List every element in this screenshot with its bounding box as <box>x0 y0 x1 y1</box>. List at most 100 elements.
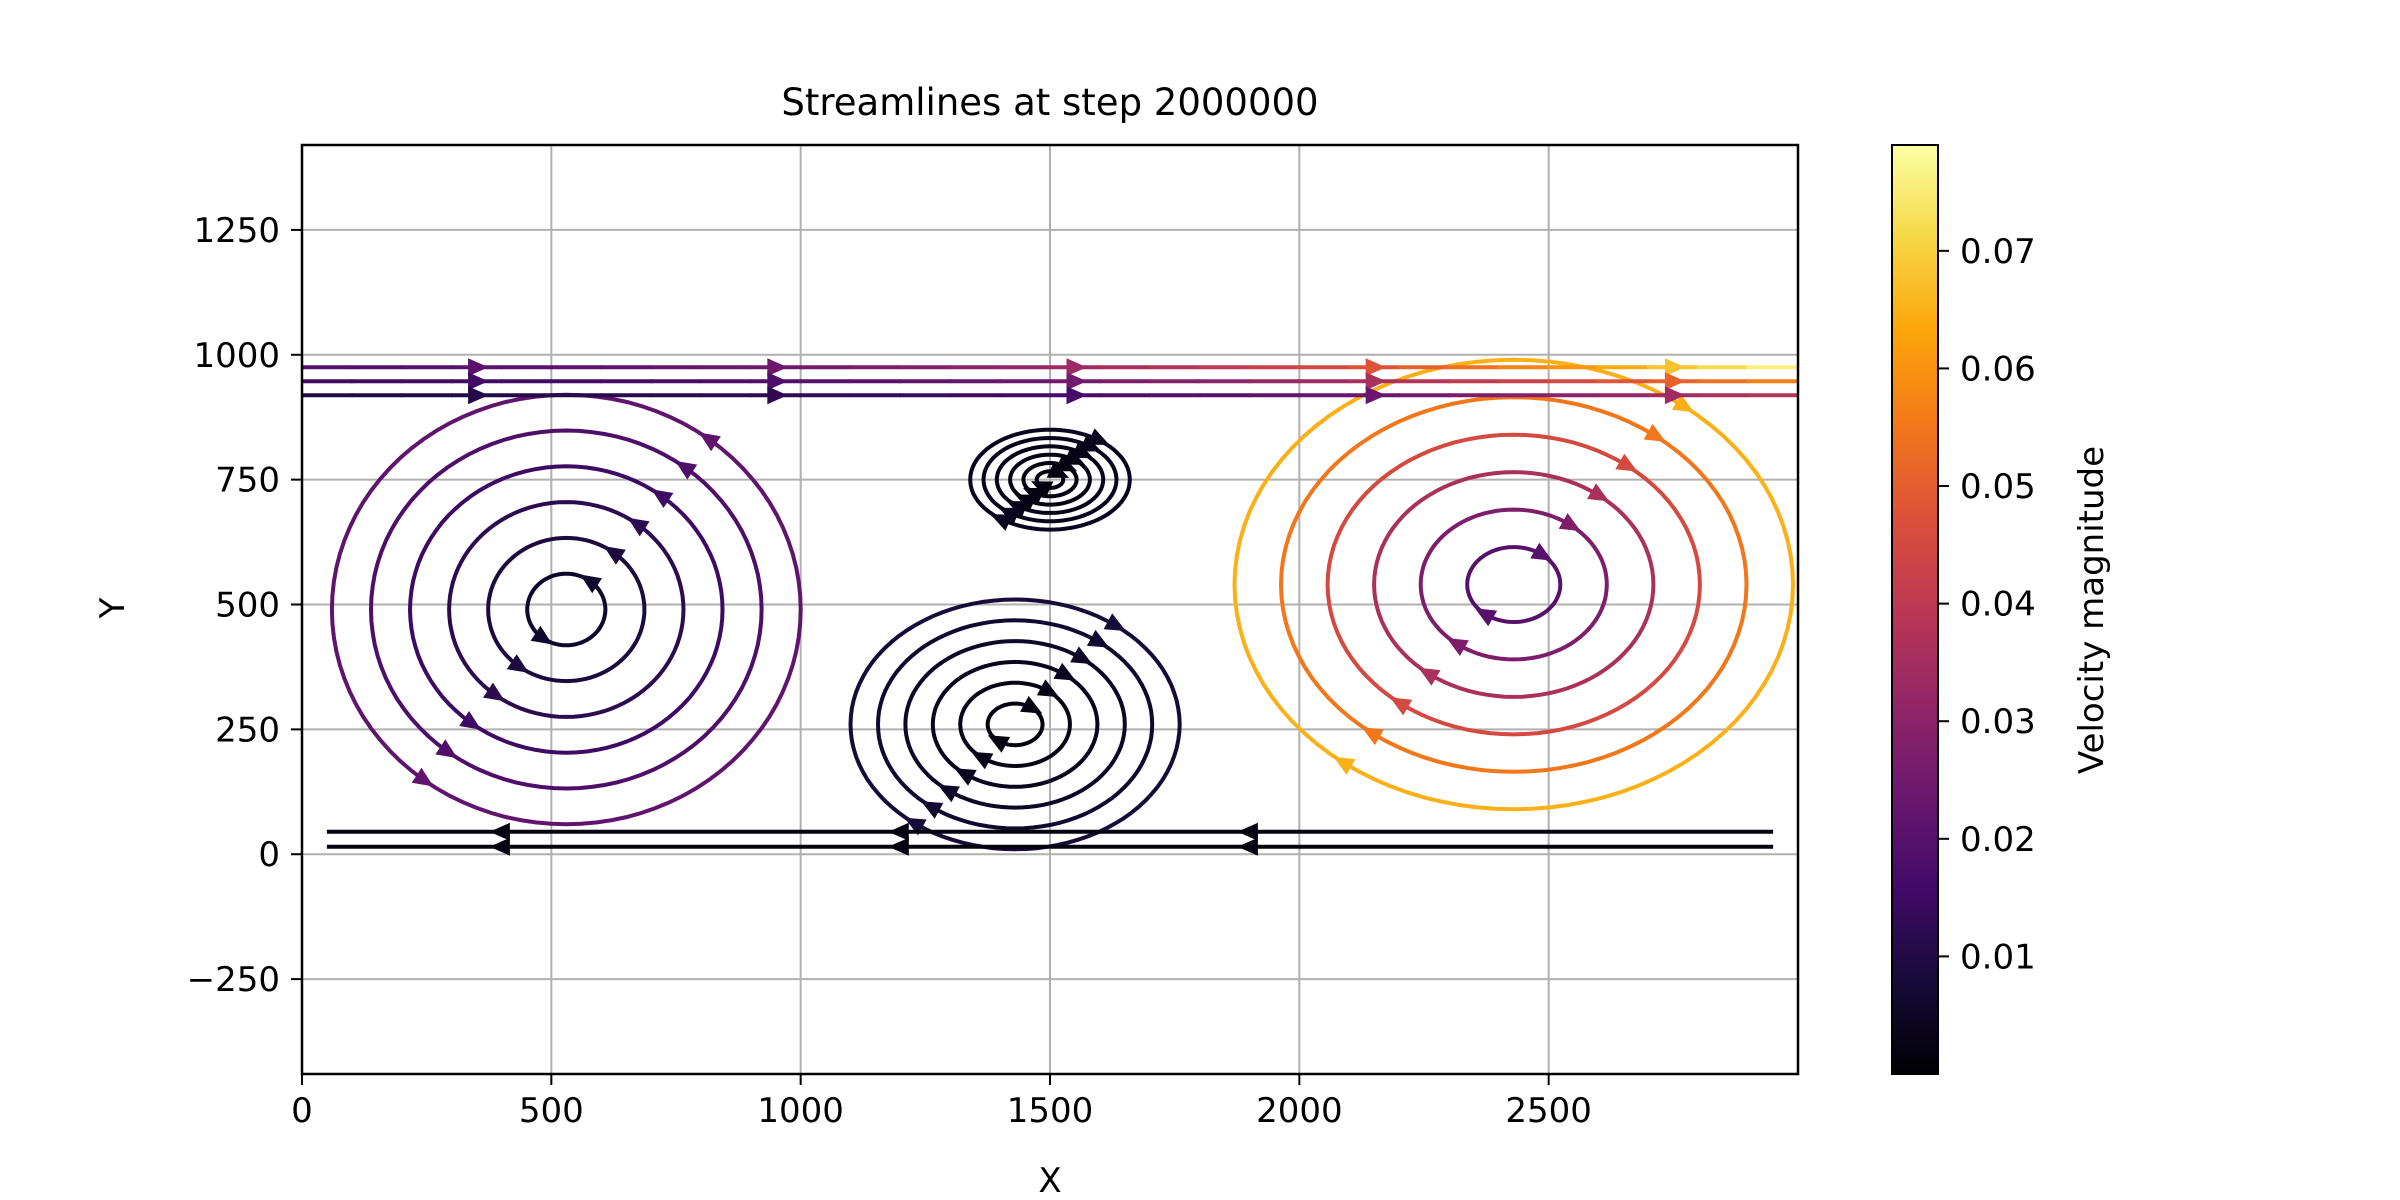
streamline-arrow <box>954 768 977 786</box>
streamline-arrow <box>987 735 1011 753</box>
streamline-arrow <box>1587 483 1610 502</box>
streamline <box>407 464 725 755</box>
streamline-arrow <box>1070 646 1093 665</box>
y-tick-label: 1000 <box>193 336 280 376</box>
streamline-arrow <box>1036 679 1059 698</box>
colorbar-tick-label: 0.01 <box>1960 937 2036 977</box>
y-tick-label: 1250 <box>193 211 280 251</box>
streamline-arrow <box>888 837 909 856</box>
streamline-arrow <box>435 739 458 759</box>
colorbar-label: Velocity magnitude <box>2072 446 2112 774</box>
streamline-arrow <box>1664 372 1686 391</box>
streamline-arrow <box>411 767 434 787</box>
streamline-arrow <box>603 546 626 565</box>
x-axis: 0 500 1000 1500 2000 2500 <box>291 1074 1592 1131</box>
streamline-arrow <box>888 822 909 841</box>
streamline-arrow <box>1237 822 1258 841</box>
streamline-arrow <box>530 625 553 645</box>
streamline-arrow <box>1066 386 1087 405</box>
streamline-arrow <box>1390 697 1413 716</box>
streamline-arrow <box>580 574 602 594</box>
x-tick-label: 500 <box>519 1091 584 1131</box>
colorbar <box>1891 144 1939 1075</box>
streamline-arrow <box>1086 629 1110 648</box>
streamline-arrow <box>1664 386 1686 405</box>
colorbar-tick-label: 0.02 <box>1960 820 2036 860</box>
colorbar-tick-label: 0.06 <box>1960 349 2036 389</box>
streamline-arrow <box>1558 513 1581 532</box>
y-tick-label: 250 <box>215 710 280 750</box>
x-tick-label: 2500 <box>1505 1091 1592 1131</box>
streamline-arrow <box>1418 667 1441 686</box>
streamline <box>329 392 803 827</box>
streamline-arrow <box>459 711 482 730</box>
streamline-arrow <box>1066 358 1087 377</box>
streamline <box>368 428 764 791</box>
streamline-arrow <box>904 817 927 836</box>
streamline-arrow <box>675 460 698 480</box>
streamlines <box>302 357 1798 856</box>
streamline-arrow <box>651 489 674 508</box>
streamline <box>1278 395 1749 774</box>
x-tick-label: 1500 <box>1007 1091 1094 1131</box>
streamline-arrow <box>468 358 489 377</box>
y-axis-label: Y <box>93 597 133 619</box>
streamline-arrow <box>698 432 721 452</box>
streamline-arrow <box>937 784 960 803</box>
x-tick-label: 0 <box>291 1091 313 1131</box>
streamline <box>903 639 1127 810</box>
streamline-arrow <box>1066 372 1087 391</box>
colorbar-tick-label: 0.03 <box>1960 702 2036 742</box>
streamline <box>1418 507 1609 662</box>
streamline-arrow <box>506 654 529 673</box>
streamline <box>1325 432 1702 737</box>
streamline-arrow <box>1530 542 1553 561</box>
streamline <box>875 618 1155 831</box>
streamline-arrow <box>921 801 944 819</box>
x-tick-label: 1000 <box>757 1091 844 1131</box>
streamline-arrow <box>1672 394 1695 413</box>
streamline-arrow <box>971 751 994 770</box>
streamline-arrow <box>990 514 1013 531</box>
y-tick-label: 750 <box>215 461 280 501</box>
streamline-arrow <box>1475 608 1498 627</box>
streamline-arrow <box>1664 358 1686 377</box>
chart-title: Streamlines at step 2000000 <box>781 81 1318 124</box>
colorbar-tick-label: 0.07 <box>1960 232 2036 272</box>
streamline <box>447 500 686 719</box>
streamline-arrow <box>1103 613 1126 631</box>
streamline-arrow <box>1333 756 1356 775</box>
streamline-arrow <box>767 372 788 391</box>
streamline-arrow <box>1365 372 1387 391</box>
streamline-arrow <box>1643 423 1666 442</box>
y-axis: −250 0 250 500 750 1000 1250 <box>187 211 302 1000</box>
colorbar-tick-label: 0.05 <box>1960 467 2036 507</box>
streamline-arrow <box>1615 453 1638 472</box>
y-tick-label: 0 <box>258 835 280 875</box>
streamline-arrow <box>1365 386 1387 405</box>
colorbar-tick-label: 0.04 <box>1960 585 2036 625</box>
streamline-arrow <box>483 682 505 702</box>
streamline <box>968 427 1132 532</box>
streamline <box>1232 357 1796 812</box>
streamline <box>486 535 647 684</box>
streamline-arrow <box>767 386 788 405</box>
streamline-arrow <box>468 372 489 391</box>
y-tick-label: −250 <box>187 960 280 1000</box>
streamline-arrow <box>767 358 788 377</box>
streamline-arrow <box>1053 662 1076 681</box>
streamline-arrow <box>1446 638 1469 656</box>
streamline <box>848 597 1182 852</box>
streamline-arrow <box>1237 837 1258 856</box>
streamline-arrow <box>489 837 510 856</box>
streamline <box>1372 470 1656 699</box>
streamline-arrow <box>468 386 489 405</box>
x-tick-label: 2000 <box>1256 1091 1343 1131</box>
streamline-arrow <box>1020 695 1043 714</box>
streamline <box>930 659 1100 789</box>
streamline-arrow <box>1361 727 1384 746</box>
x-axis-label: X <box>1038 1161 1061 1200</box>
streamline-arrow <box>489 822 510 841</box>
streamline-arrow <box>627 517 650 537</box>
